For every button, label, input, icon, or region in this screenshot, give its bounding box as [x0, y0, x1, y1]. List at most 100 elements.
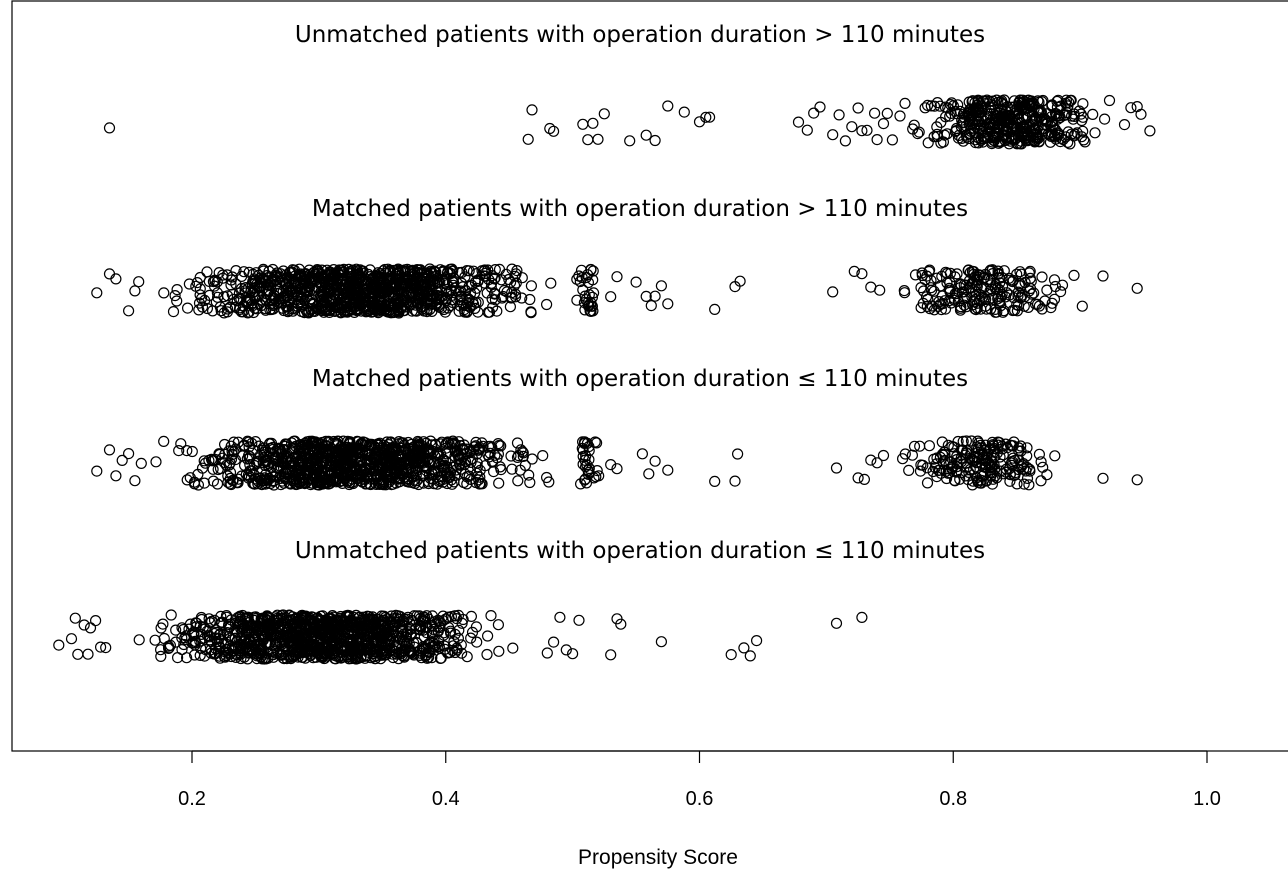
data-point	[129, 285, 141, 297]
data-point	[848, 265, 860, 277]
data-point	[465, 632, 477, 644]
data-point	[978, 469, 990, 481]
data-point	[240, 469, 252, 481]
data-point	[264, 477, 276, 490]
data-point	[489, 449, 501, 461]
data-point	[315, 456, 328, 469]
data-point	[392, 456, 405, 469]
data-point	[398, 441, 410, 453]
data-point	[1097, 472, 1109, 484]
data-point	[584, 305, 596, 317]
data-point	[493, 645, 505, 657]
data-point	[295, 441, 307, 453]
data-point	[426, 652, 438, 664]
data-point	[170, 624, 182, 636]
data-point	[190, 280, 202, 292]
data-point	[1035, 456, 1047, 468]
data-point	[1052, 94, 1064, 106]
data-point	[316, 438, 328, 451]
data-point	[944, 110, 956, 122]
data-point	[380, 305, 392, 317]
data-point	[923, 265, 935, 278]
data-point	[1057, 133, 1069, 146]
data-point	[220, 644, 233, 656]
data-point	[91, 465, 103, 477]
data-point	[988, 446, 1001, 458]
data-point	[916, 267, 928, 279]
data-point	[103, 268, 116, 280]
data-point	[294, 477, 306, 490]
data-point	[402, 626, 414, 638]
data-point	[230, 651, 242, 664]
data-point	[1054, 286, 1067, 298]
data-point	[177, 623, 190, 636]
data-point	[906, 449, 919, 461]
data-point	[858, 473, 871, 485]
data-point	[244, 465, 256, 477]
data-point	[1065, 94, 1077, 106]
data-point	[417, 643, 429, 656]
data-point	[341, 651, 353, 663]
data-point	[1051, 109, 1063, 122]
data-point	[954, 105, 966, 117]
data-point	[399, 636, 411, 648]
data-point	[731, 448, 744, 460]
data-point	[466, 626, 479, 639]
data-point	[963, 110, 975, 122]
data-point	[402, 611, 414, 623]
data-point	[856, 268, 868, 280]
data-point	[899, 448, 911, 460]
data-point	[975, 134, 987, 146]
data-point	[544, 122, 556, 135]
data-point	[449, 646, 461, 659]
data-point	[598, 108, 610, 120]
data-point	[350, 609, 362, 622]
data-point	[401, 462, 413, 474]
data-point	[352, 265, 364, 277]
data-point	[1033, 136, 1045, 148]
data-point	[914, 465, 927, 477]
data-point	[492, 619, 504, 631]
data-point	[1021, 450, 1033, 462]
data-point	[814, 101, 826, 113]
data-point	[912, 128, 924, 140]
data-point	[394, 265, 406, 277]
data-point	[649, 455, 661, 467]
data-point	[865, 454, 877, 466]
data-point	[1065, 110, 1078, 122]
data-point	[1078, 134, 1090, 146]
data-point	[649, 290, 661, 302]
data-point	[909, 269, 922, 281]
data-point	[582, 468, 595, 480]
data-point	[576, 442, 588, 455]
data-point	[988, 130, 1000, 143]
data-point	[969, 104, 981, 117]
data-point	[1021, 112, 1033, 125]
data-point	[487, 301, 499, 313]
data-point	[1036, 96, 1048, 108]
data-point	[423, 613, 435, 625]
data-point	[1035, 475, 1047, 487]
data-point	[971, 441, 983, 453]
data-point	[338, 472, 350, 484]
data-point	[389, 471, 401, 483]
data-point	[170, 636, 182, 648]
data-point	[662, 100, 674, 112]
data-point	[443, 472, 455, 484]
data-point	[605, 459, 617, 471]
data-point	[333, 458, 345, 470]
data-point	[341, 275, 353, 287]
data-point	[347, 647, 359, 659]
data-point	[444, 625, 457, 637]
data-point	[173, 445, 185, 457]
data-point	[585, 300, 597, 312]
data-point	[455, 290, 468, 302]
data-point	[463, 293, 475, 305]
data-point	[827, 129, 839, 141]
data-point	[224, 472, 236, 484]
data-point	[207, 475, 219, 487]
group-title-4: Unmatched patients with operation durati…	[295, 538, 985, 564]
data-point	[935, 304, 948, 316]
data-point	[554, 611, 566, 623]
data-point	[231, 649, 244, 661]
